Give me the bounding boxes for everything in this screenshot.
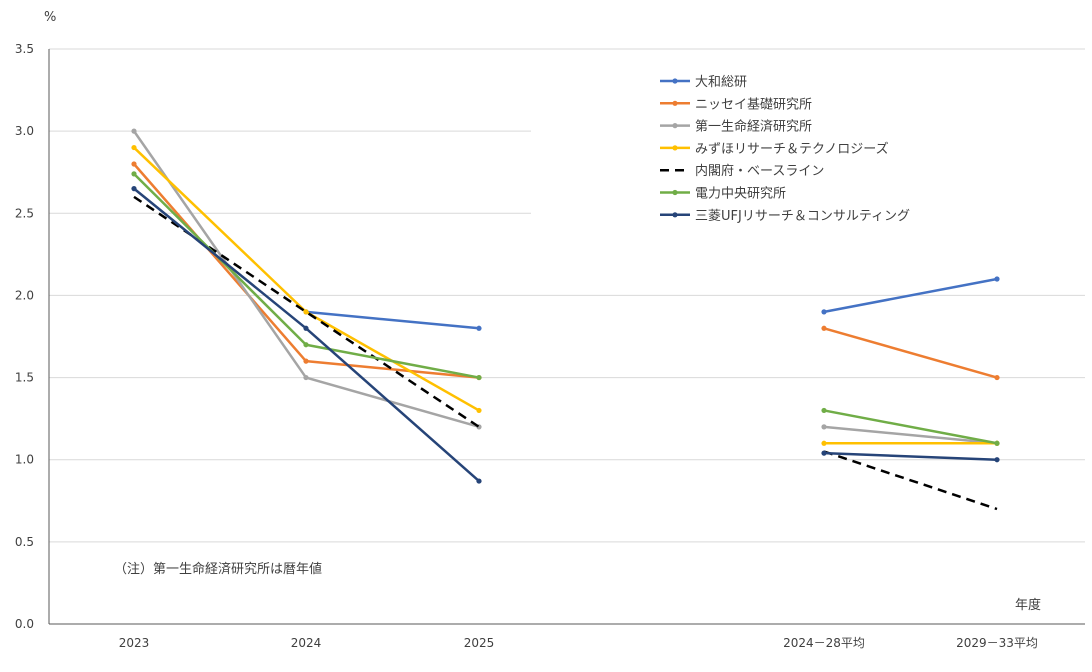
series-line (132, 130, 480, 429)
series-2 (131, 128, 1000, 446)
y-tick-label: 2.0 (15, 288, 34, 302)
data-point (821, 450, 827, 456)
data-point (303, 325, 309, 331)
legend-label: みずほリサーチ＆テクノロジーズ (695, 141, 889, 157)
x-tick-label: 2023 (119, 636, 150, 650)
data-point (994, 374, 1000, 381)
legend-box (531, 66, 1085, 226)
legend-label: 大和総研 (695, 75, 747, 90)
data-point (131, 186, 137, 192)
legend-item: ニッセイ基礎研究所 (660, 97, 812, 112)
y-axis-unit-label: % (44, 10, 56, 25)
x-tick-label: 2024－28平均 (783, 636, 865, 650)
legend-label: 三菱UFJリサーチ＆コンサルティング (695, 209, 910, 224)
chart-note: （注）第一生命経済研究所は暦年値 (114, 561, 322, 577)
y-tick-label: 1.5 (15, 371, 34, 385)
y-tick-label: 3.5 (15, 42, 34, 56)
data-point (476, 325, 482, 331)
series-line (823, 425, 998, 445)
data-point (821, 325, 827, 331)
data-point (994, 276, 1000, 282)
data-point (821, 309, 827, 315)
series-0 (303, 276, 1000, 331)
y-tick-label: 3.0 (15, 124, 34, 138)
x-tick-label: 2024 (291, 636, 322, 650)
series-4 (133, 195, 998, 511)
series-6 (131, 186, 1000, 484)
series-line (133, 146, 480, 412)
data-point (131, 171, 137, 177)
series-line (823, 327, 998, 379)
data-point (303, 374, 309, 381)
data-point (303, 342, 309, 348)
data-point (131, 128, 137, 134)
data-point (476, 374, 482, 381)
legend-item: 内閣府・ベースライン (660, 163, 824, 179)
x-tick-label: 2025 (464, 636, 495, 650)
series-line (305, 310, 480, 330)
legend-marker (672, 145, 678, 151)
legend-label: 内閣府・ベースライン (695, 163, 824, 179)
data-point (131, 144, 137, 151)
data-point (476, 478, 482, 484)
legend-item: 第一生命経済研究所 (660, 119, 812, 135)
legend-label: 電力中央研究所 (695, 187, 786, 202)
data-point (994, 440, 1000, 446)
legend-marker (672, 78, 678, 84)
data-point (303, 309, 309, 315)
legend-background (531, 66, 1085, 226)
legend-item: みずほリサーチ＆テクノロジーズ (660, 141, 889, 157)
legend-item: 大和総研 (660, 75, 747, 90)
legend-item: 三菱UFJリサーチ＆コンサルティング (660, 209, 910, 224)
y-tick-label: 2.5 (15, 206, 34, 220)
x-tick-label: 2029－33平均 (956, 636, 1038, 650)
data-point (994, 457, 1000, 463)
legend: 大和総研ニッセイ基礎研究所第一生命経済研究所みずほリサーチ＆テクノロジーズ内閣府… (660, 75, 910, 224)
legend-marker (672, 100, 678, 106)
legend-label: 第一生命経済研究所 (695, 119, 812, 135)
series-line (823, 409, 998, 445)
data-point (476, 407, 482, 414)
series-lines (131, 128, 1000, 511)
data-point (821, 440, 827, 446)
legend-marker (672, 123, 678, 129)
legend-item: 電力中央研究所 (660, 187, 786, 202)
series-line (823, 450, 998, 511)
y-tick-label: 0.5 (15, 535, 34, 549)
series-5 (131, 171, 1000, 446)
data-point (131, 161, 137, 167)
legend-marker (672, 212, 678, 218)
data-point (303, 358, 309, 364)
legend-label: ニッセイ基礎研究所 (695, 97, 812, 112)
y-tick-label: 1.0 (15, 453, 34, 467)
x-axis-unit-label: 年度 (1015, 597, 1041, 613)
series-line (823, 451, 998, 461)
series-line (823, 277, 998, 314)
data-point (821, 424, 827, 430)
legend-marker (672, 189, 678, 196)
y-tick-label: 0.0 (15, 617, 34, 631)
data-point (821, 407, 827, 414)
axes: 0.0 0.5 1.0 1.5 2.0 2.5 3.0 3.5 2023 2024 2025 2024… (15, 42, 1085, 650)
